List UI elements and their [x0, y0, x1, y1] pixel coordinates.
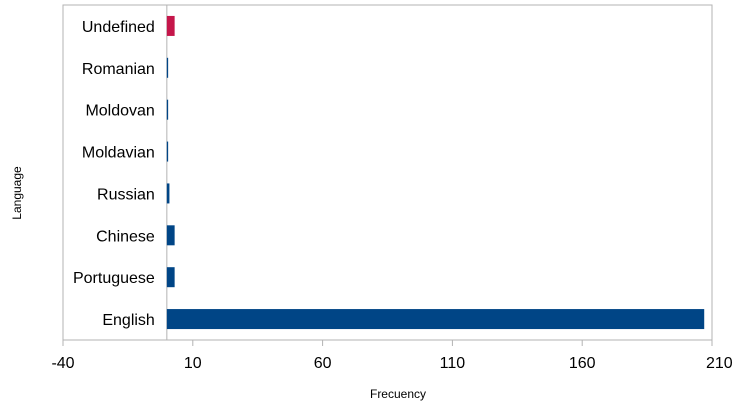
- x-tick-label: 10: [184, 355, 202, 372]
- bars-group: [166, 15, 705, 330]
- category-label-portuguese: Portuguese: [73, 270, 155, 287]
- x-axis-ticks: -40 10 60 110 160 210: [51, 340, 733, 372]
- bar-romanian: [166, 57, 169, 78]
- bar-portuguese: [166, 267, 175, 288]
- category-label-undefined: Undefined: [82, 19, 155, 36]
- bar-chinese: [166, 225, 175, 246]
- category-label-romanian: Romanian: [82, 61, 155, 78]
- x-tick-label: 110: [440, 355, 466, 372]
- bar-undefined: [166, 15, 175, 36]
- bar-moldovan: [166, 99, 169, 120]
- category-labels: English Portuguese Chinese Russian Moldavian…: [73, 19, 155, 329]
- x-tick-label: 60: [314, 355, 332, 372]
- bar-english: [166, 309, 705, 330]
- category-label-moldavian: Moldavian: [82, 145, 155, 162]
- bar-moldavian: [166, 141, 169, 162]
- category-label-chinese: Chinese: [96, 228, 155, 245]
- category-label-russian: Russian: [97, 186, 155, 203]
- category-label-moldovan: Moldovan: [85, 103, 154, 120]
- x-axis-title: Frecuency: [370, 387, 426, 401]
- y-axis-title: Language: [10, 166, 24, 220]
- x-tick-label: 210: [706, 355, 733, 372]
- plot-frame: [62, 4, 713, 341]
- x-tick-label: 160: [569, 355, 596, 372]
- category-label-english: English: [102, 312, 154, 329]
- bar-russian: [166, 183, 170, 204]
- x-tick-label: -40: [51, 355, 74, 372]
